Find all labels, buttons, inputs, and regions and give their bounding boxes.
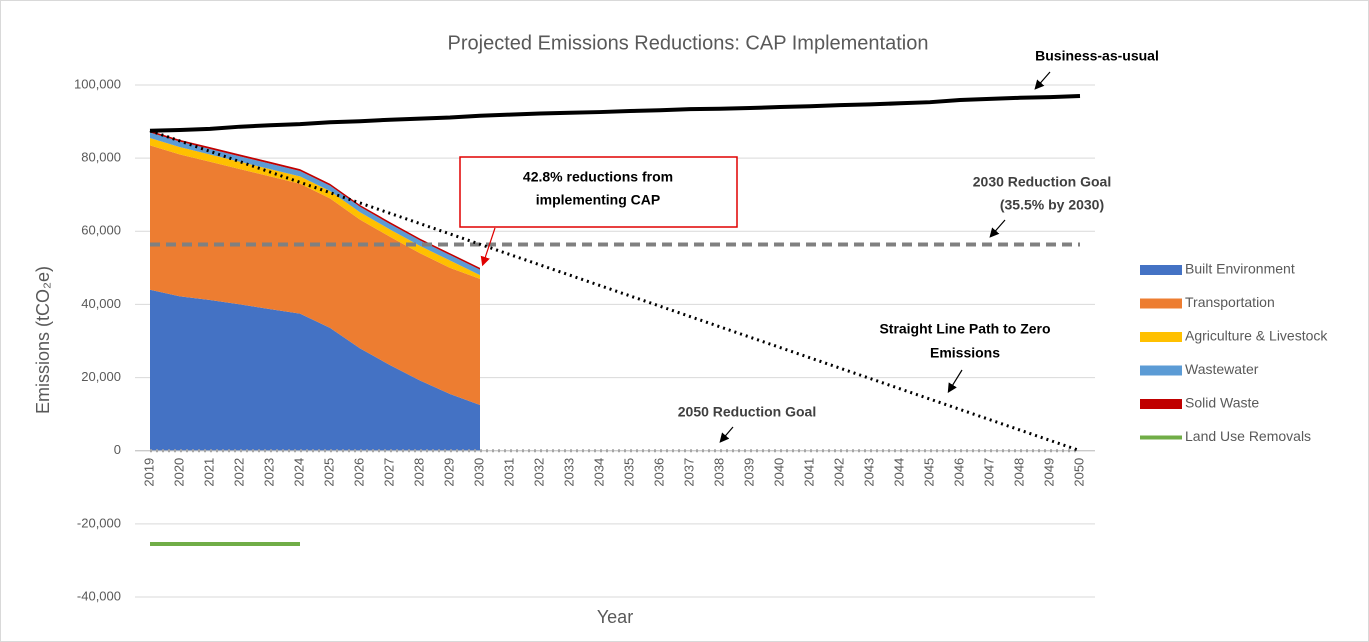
x-tick-label: 2042 <box>831 458 846 487</box>
x-tick-label: 2047 <box>981 458 996 487</box>
x-tick-label: 2046 <box>951 458 966 487</box>
legend-swatch <box>1140 332 1182 342</box>
x-tick-label: 2044 <box>891 458 906 487</box>
x-tick-label: 2026 <box>351 458 366 487</box>
annotation: Straight Line Path to Zero <box>879 321 1050 337</box>
area <box>150 132 480 276</box>
arrow <box>480 227 496 267</box>
x-tick-label: 2049 <box>1041 458 1056 487</box>
arrow <box>719 426 734 443</box>
x-tick-label: 2029 <box>441 458 456 487</box>
x-tick-label: 2024 <box>291 458 306 487</box>
legend-swatch <box>1140 265 1182 275</box>
x-tick-label: 2040 <box>771 458 786 487</box>
callout-box <box>459 156 738 228</box>
arrow <box>947 369 963 394</box>
x-tick-label: 2030 <box>471 458 486 487</box>
x-tick-label: 2025 <box>321 458 336 487</box>
x-tick-label: 2039 <box>741 458 756 487</box>
annotation: (35.5% by 2030) <box>1000 197 1104 213</box>
x-tick-label: 2032 <box>531 458 546 487</box>
x-axis-title: Year <box>597 607 633 627</box>
x-tick-label: 2027 <box>381 458 396 487</box>
legend-label: Wastewater <box>1185 361 1259 377</box>
line <box>149 129 1081 453</box>
y-axis-title: Emissions (tCO₂e) <box>33 266 53 414</box>
area <box>150 289 480 451</box>
annotations: Business-as-usual 42.8% reductions from … <box>459 48 1159 443</box>
x-tick-label: 2033 <box>561 458 576 487</box>
y-tick-label: -40,000 <box>77 588 121 603</box>
legend-label: Agriculture & Livestock <box>1185 328 1328 344</box>
area <box>150 138 480 279</box>
plot-area: -40,000 -20,000 0 20,000 40,000 60,000 80,000 1… <box>74 76 1328 603</box>
legend-swatch <box>1140 365 1182 376</box>
annotation: Emissions <box>930 345 1000 361</box>
annotation: 2030 Reduction Goal <box>973 174 1111 190</box>
area <box>150 145 480 406</box>
legend-label: Land Use Removals <box>1185 428 1311 444</box>
legend-label: Transportation <box>1185 294 1275 310</box>
arrow <box>989 219 1006 238</box>
x-tick-label: 2020 <box>171 458 186 487</box>
x-tick-label: 2036 <box>651 458 666 487</box>
legend-swatch <box>1140 298 1182 309</box>
x-tick-label: 2043 <box>861 458 876 487</box>
line <box>149 93 1081 133</box>
x-tick-label: 2038 <box>711 458 726 487</box>
x-tick-label: 2048 <box>1011 458 1026 487</box>
x-tick-label: 2019 <box>141 458 156 487</box>
y-tick-label: 0 <box>114 442 121 457</box>
annotation: implementing CAP <box>536 192 660 208</box>
y-tick-label: -20,000 <box>77 515 121 530</box>
legend-label: Solid Waste <box>1185 395 1259 411</box>
chart-title: Projected Emissions Reductions: CAP Impl… <box>448 32 929 54</box>
x-tick-label: 2035 <box>621 458 636 487</box>
arrow <box>1034 71 1051 90</box>
x-tick-label: 2050 <box>1071 458 1086 487</box>
legend-label: Built Environment <box>1185 261 1295 277</box>
x-tick-label: 2022 <box>231 458 246 487</box>
y-tick-label: 20,000 <box>81 369 121 384</box>
annotation: 2050 Reduction Goal <box>678 404 816 420</box>
legend-swatch <box>1140 399 1182 409</box>
x-tick-label: 2021 <box>201 458 216 487</box>
annotation: Business-as-usual <box>1035 48 1159 64</box>
x-tick-label: 2037 <box>681 458 696 487</box>
x-tick-label: 2045 <box>921 458 936 487</box>
x-tick-label: 2028 <box>411 458 426 487</box>
y-tick-label: 100,000 <box>74 76 121 91</box>
x-tick-label: 2034 <box>591 458 606 487</box>
x-tick-label: 2041 <box>801 458 816 487</box>
x-tick-label: 2031 <box>501 458 516 487</box>
y-tick-label: 40,000 <box>81 296 121 311</box>
x-tick-label: 2023 <box>261 458 276 487</box>
y-tick-label: 60,000 <box>81 223 121 238</box>
y-tick-label: 80,000 <box>81 150 121 165</box>
annotation: 42.8% reductions from <box>523 169 673 185</box>
